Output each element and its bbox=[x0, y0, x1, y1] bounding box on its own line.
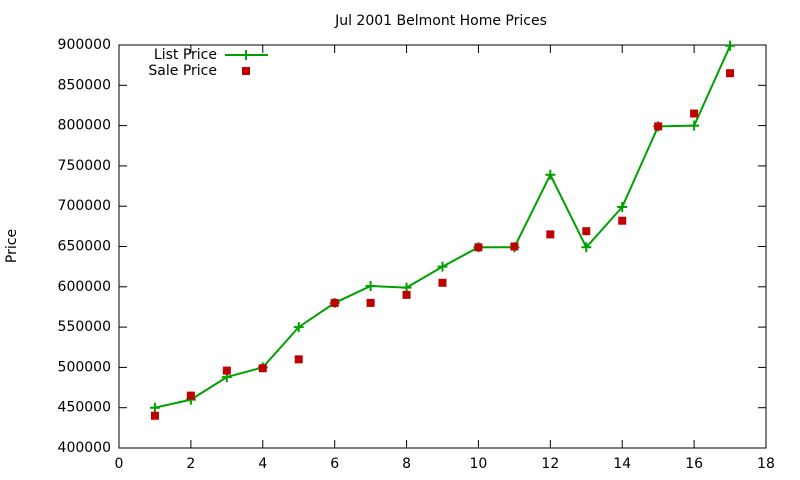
x-tick-label: 16 bbox=[685, 456, 703, 472]
x-tick-label: 2 bbox=[186, 456, 195, 472]
x-tick-label: 18 bbox=[757, 456, 775, 472]
x-tick-label: 4 bbox=[258, 456, 267, 472]
y-tick-label: 650000 bbox=[58, 239, 111, 255]
point-marker bbox=[545, 169, 556, 180]
y-tick-label: 500000 bbox=[58, 359, 111, 375]
x-tick-label: 8 bbox=[402, 456, 411, 472]
plot-frame bbox=[118, 44, 767, 449]
x-tick-label: 0 bbox=[115, 456, 124, 472]
y-tick-label: 750000 bbox=[58, 158, 111, 174]
y-tick-label: 600000 bbox=[58, 279, 111, 295]
x-tick-label: 12 bbox=[541, 456, 559, 472]
point-marker bbox=[726, 69, 735, 78]
y-tick-label: 400000 bbox=[58, 440, 111, 456]
point-marker bbox=[222, 366, 231, 375]
point-marker bbox=[293, 322, 304, 333]
chart-title: Jul 2001 Belmont Home Prices bbox=[334, 13, 547, 29]
point-marker bbox=[149, 402, 160, 413]
x-tick-label: 6 bbox=[330, 456, 339, 472]
point-marker bbox=[365, 280, 376, 291]
series-line bbox=[154, 45, 731, 409]
point-marker bbox=[258, 364, 267, 373]
y-tick-label: 700000 bbox=[58, 198, 111, 214]
y-tick-label: 900000 bbox=[58, 37, 111, 53]
point-marker bbox=[689, 120, 700, 131]
point-marker bbox=[510, 242, 519, 251]
point-marker bbox=[437, 261, 448, 272]
legend-label: List Price bbox=[154, 47, 217, 63]
point-marker bbox=[330, 298, 339, 307]
point-marker bbox=[294, 355, 303, 364]
point-marker bbox=[581, 242, 592, 253]
y-axis-label: Price bbox=[4, 229, 20, 263]
x-tick-label: 10 bbox=[470, 456, 488, 472]
point-marker bbox=[654, 122, 663, 131]
legend-swatch bbox=[242, 67, 250, 75]
point-marker bbox=[186, 391, 195, 400]
point-marker bbox=[725, 40, 736, 51]
point-marker bbox=[690, 109, 699, 118]
point-marker bbox=[150, 411, 159, 420]
legend-label: Sale Price bbox=[148, 63, 217, 79]
point-marker bbox=[402, 290, 411, 299]
x-tick-label: 14 bbox=[613, 456, 631, 472]
y-tick-label: 800000 bbox=[58, 118, 111, 134]
point-marker bbox=[438, 278, 447, 287]
point-marker bbox=[617, 202, 628, 213]
point-marker bbox=[546, 230, 555, 239]
point-marker bbox=[618, 216, 627, 225]
point-marker bbox=[366, 298, 375, 307]
y-tick-label: 850000 bbox=[58, 77, 111, 93]
point-marker bbox=[582, 227, 591, 236]
point-marker bbox=[474, 243, 483, 252]
legend-swatch bbox=[241, 50, 251, 60]
y-tick-label: 450000 bbox=[58, 400, 111, 416]
y-tick-label: 550000 bbox=[58, 319, 111, 335]
